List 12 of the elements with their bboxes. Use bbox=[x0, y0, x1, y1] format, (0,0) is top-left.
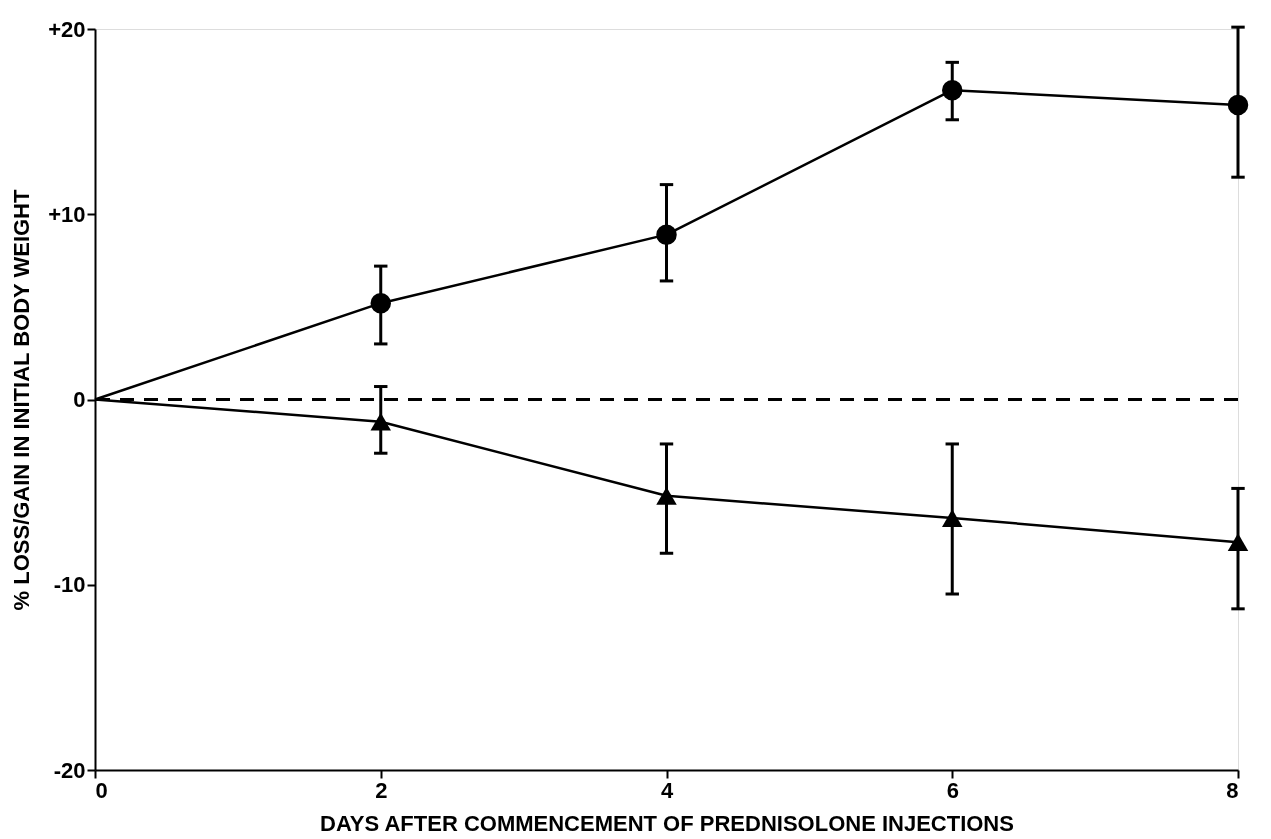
x-axis-title: DAYS AFTER COMMENCEMENT OF PREDNISOLONE INJECTIONS bbox=[320, 810, 1014, 836]
y-tick-label: 0 bbox=[73, 387, 86, 412]
x-tick-label: 6 bbox=[946, 777, 959, 803]
x-tick-label: 2 bbox=[375, 777, 388, 803]
y-tick-label: -10 bbox=[53, 572, 86, 598]
y-tick-label: -20 bbox=[53, 757, 86, 783]
x-tick-label: 0 bbox=[95, 777, 108, 803]
y-tick-label: +10 bbox=[48, 201, 86, 227]
x-tick-label: 4 bbox=[660, 777, 674, 803]
x-tick-label: 8 bbox=[1226, 777, 1239, 803]
y-tick-label: +20 bbox=[48, 16, 86, 42]
y-axis-title: % LOSS/GAIN IN INITIAL BODY WEIGHT bbox=[9, 189, 35, 611]
